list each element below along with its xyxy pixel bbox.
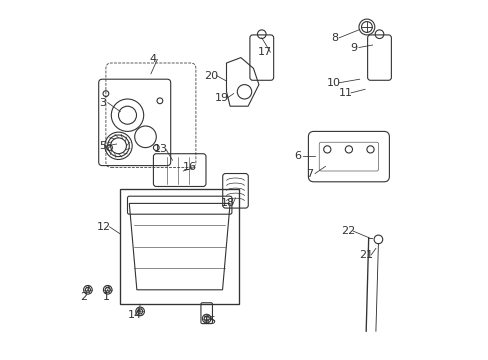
Text: 11: 11 xyxy=(338,88,352,98)
Circle shape xyxy=(103,91,108,96)
Text: 7: 7 xyxy=(306,168,313,179)
Circle shape xyxy=(106,145,112,150)
Text: 16: 16 xyxy=(183,162,196,172)
Circle shape xyxy=(153,145,159,150)
Text: 21: 21 xyxy=(358,250,372,260)
Text: 22: 22 xyxy=(340,226,355,236)
Text: 18: 18 xyxy=(221,198,235,208)
Text: 2: 2 xyxy=(80,292,86,302)
Text: 4: 4 xyxy=(149,54,156,64)
Text: 20: 20 xyxy=(204,71,218,81)
Text: 10: 10 xyxy=(326,78,340,88)
Text: 9: 9 xyxy=(350,42,357,53)
Circle shape xyxy=(157,98,163,104)
Text: 6: 6 xyxy=(294,150,301,161)
Text: 19: 19 xyxy=(215,93,229,103)
Text: 1: 1 xyxy=(102,292,109,302)
Text: 17: 17 xyxy=(258,47,272,57)
Text: 13: 13 xyxy=(154,144,168,154)
Text: 8: 8 xyxy=(330,33,337,43)
Text: 3: 3 xyxy=(100,98,106,108)
Text: 12: 12 xyxy=(97,222,111,232)
Text: 15: 15 xyxy=(203,316,217,326)
Text: 14: 14 xyxy=(127,310,142,320)
Text: 5: 5 xyxy=(99,141,105,151)
